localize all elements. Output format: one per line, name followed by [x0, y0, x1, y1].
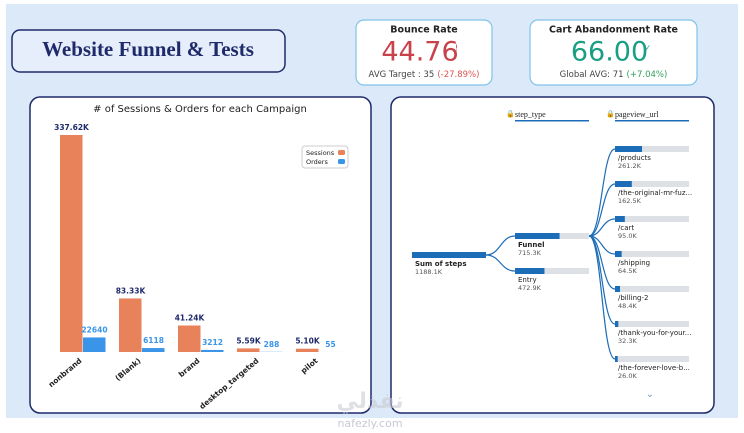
data-label: 41.24K	[175, 313, 206, 322]
legend-box	[301, 145, 349, 169]
bar	[178, 325, 201, 352]
kpi-title: Cart Abandonment Rate	[549, 25, 678, 36]
connector	[588, 218, 616, 237]
kpi-card	[529, 19, 698, 86]
data-label: 6118	[143, 336, 164, 345]
tree-panel	[390, 96, 715, 414]
node-label: /the-forever-love-b...	[618, 364, 690, 372]
node-bar	[515, 268, 545, 274]
legend-swatch	[338, 159, 345, 164]
scroll-chevron[interactable]: ⌄	[646, 389, 654, 400]
kpi-value: 66.00	[571, 37, 648, 68]
legend-label: Orders	[306, 158, 328, 166]
node-bar	[515, 233, 560, 239]
legend-label: Sessions	[306, 149, 335, 157]
node-label: /thank-you-for-your...	[618, 329, 691, 337]
node-track	[515, 268, 589, 274]
bar	[296, 348, 319, 352]
header-underline	[515, 120, 589, 122]
chart-panel	[29, 96, 372, 414]
chart-title: # of Sessions & Orders for each Campaign	[93, 104, 307, 115]
header-underline	[615, 120, 689, 122]
node-label: /the-original-mr-fuz...	[618, 189, 692, 197]
kpi-change: (-27.89%)	[437, 70, 479, 80]
data-label: 55	[325, 340, 335, 349]
node-bar	[615, 286, 621, 292]
kpi-target: Global AVG: 71 (+7.04%)	[560, 70, 668, 80]
node-value: 261.2K	[618, 162, 642, 170]
level-header: pageview_url	[615, 110, 659, 119]
node-label: /cart	[618, 224, 634, 232]
node-value: 48.4K	[618, 302, 637, 310]
node-label: /shipping	[618, 259, 650, 267]
dashboard-title: Website Funnel & Tests	[42, 37, 254, 61]
node-track	[615, 286, 689, 292]
data-label: 5.59K	[236, 336, 262, 345]
node-label: Sum of steps	[415, 260, 467, 268]
kpi-value: 44.76	[381, 37, 458, 68]
title-box	[11, 29, 286, 73]
watermark-site: nafezly.com	[337, 417, 402, 430]
connector	[485, 254, 516, 272]
bar	[201, 349, 224, 352]
node-label: /billing-2	[618, 294, 648, 302]
node-track	[615, 251, 689, 257]
data-label: 83.33K	[116, 286, 147, 295]
kpi-icon: !	[455, 44, 458, 53]
node-label: Entry	[518, 276, 537, 284]
node-label: /products	[618, 154, 651, 162]
node-bar	[615, 356, 618, 362]
connector	[485, 235, 516, 256]
node-value: 26.0K	[618, 372, 637, 380]
node-track	[615, 321, 689, 327]
data-label: 337.62K	[54, 123, 90, 132]
kpi-card	[355, 19, 493, 86]
node-value: 1188.1K	[415, 268, 443, 276]
kpi-title: Bounce Rate	[390, 25, 457, 36]
node-bar	[615, 321, 619, 327]
bar	[142, 348, 165, 352]
lock-icon: 🔒	[606, 110, 615, 118]
kpi-icon: ✓	[645, 44, 652, 53]
kpi-target: AVG Target : 35 (-27.89%)	[369, 70, 480, 80]
node-value: 162.5K	[618, 197, 642, 205]
node-value: 64.5K	[618, 267, 637, 275]
node-track	[615, 146, 689, 152]
bar	[237, 348, 260, 352]
node-track	[615, 356, 689, 362]
bar	[60, 135, 83, 352]
node-track	[615, 216, 689, 222]
bar	[83, 337, 106, 352]
node-value: 472.9K	[518, 284, 542, 292]
kpi-target-text: AVG Target : 35	[369, 70, 435, 80]
node-value: 95.0K	[618, 232, 637, 240]
legend-swatch	[338, 150, 345, 155]
node-track	[615, 181, 689, 187]
level-header: step_type	[515, 110, 546, 119]
node-bar	[615, 146, 643, 152]
data-label: 288	[264, 340, 280, 349]
node-bar	[412, 252, 486, 258]
node-bar	[615, 251, 622, 257]
data-label: 5.10K	[295, 337, 321, 346]
kpi-change: (+7.04%)	[627, 70, 668, 80]
lock-icon: 🔒	[506, 110, 515, 118]
data-label: 22640	[81, 325, 107, 334]
connector	[588, 148, 616, 237]
data-label: 3212	[202, 338, 223, 347]
connector	[588, 183, 616, 237]
bar	[119, 298, 142, 352]
connector	[588, 235, 616, 360]
node-value: 715.3K	[518, 249, 542, 257]
watermark-arabic: نفذلي	[336, 389, 403, 414]
node-label: Funnel	[518, 241, 545, 249]
node-bar	[615, 216, 625, 222]
kpi-target-text: Global AVG: 71	[560, 70, 624, 80]
node-value: 32.3K	[618, 337, 637, 345]
node-bar	[615, 181, 632, 187]
